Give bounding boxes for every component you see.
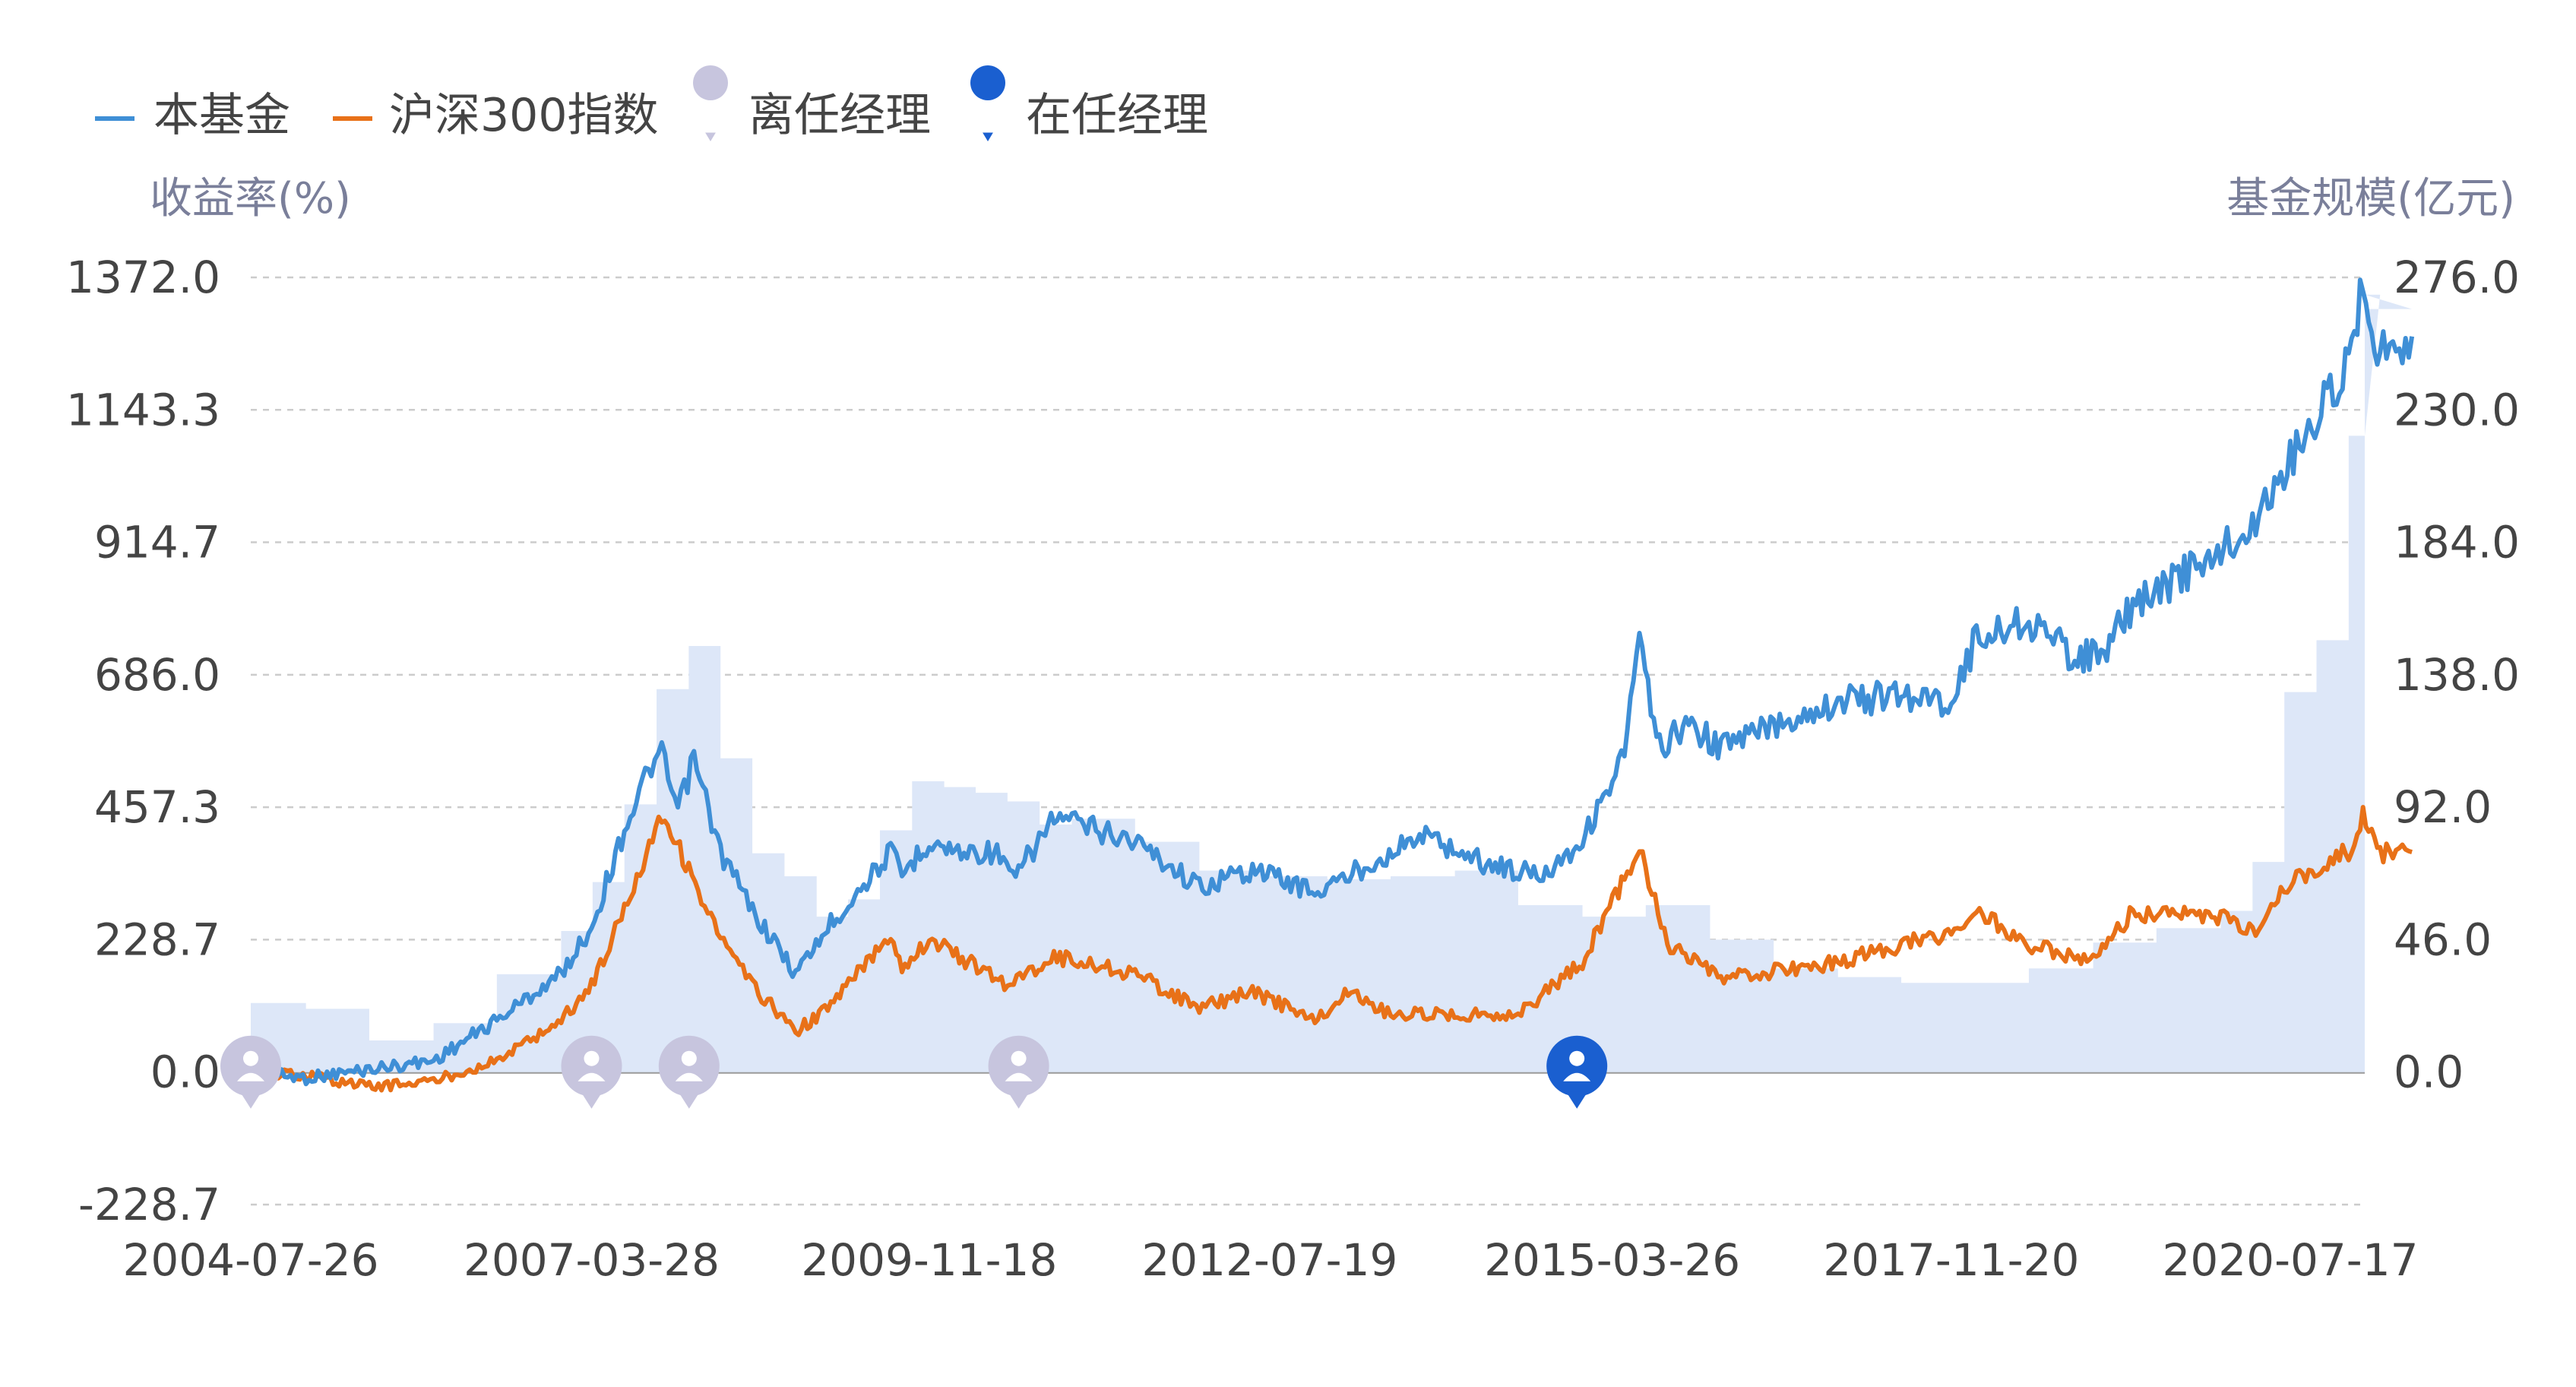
x-tick-label: 2009-11-18 <box>801 1234 1057 1286</box>
index-line <box>248 805 2413 1093</box>
former-manager-marker[interactable] <box>561 1035 622 1109</box>
legend-item-current-manager[interactable]: 在任经理 <box>970 65 1208 142</box>
left-tick-label: 1372.0 <box>66 252 220 303</box>
former-manager-marker[interactable] <box>658 1035 720 1109</box>
legend-label-index: 沪深300指数 <box>389 89 659 142</box>
left-axis-title: 收益率(%) <box>150 174 351 223</box>
legend-label-current-manager: 在任经理 <box>1026 89 1208 142</box>
x-tick-label: 2017-11-20 <box>1823 1234 2079 1286</box>
fund-scale-area-path <box>251 294 2413 1072</box>
left-tick-label: 228.7 <box>94 914 220 965</box>
right-tick-label: 46.0 <box>2394 914 2492 965</box>
fund-scale-area <box>251 294 2413 1072</box>
right-tick-label: 138.0 <box>2394 649 2520 701</box>
left-tick-label: 686.0 <box>94 649 220 701</box>
left-tick-label: -228.7 <box>78 1179 220 1230</box>
left-tick-label: 1143.3 <box>66 384 220 435</box>
legend-item-fund[interactable]: 本基金 <box>95 89 290 142</box>
right-axis-ticks: 276.0 230.0 184.0 138.0 92.0 46.0 0.0 <box>2394 252 2520 1098</box>
current-manager-icon <box>970 65 1006 142</box>
legend-swatch-fund <box>95 116 134 121</box>
right-tick-label: 276.0 <box>2394 252 2520 303</box>
right-tick-label: 92.0 <box>2394 781 2492 833</box>
right-tick-label: 0.0 <box>2394 1047 2464 1098</box>
left-axis-ticks: 1372.0 1143.3 914.7 686.0 457.3 228.7 0.0 -228.… <box>66 252 220 1230</box>
right-tick-label: 230.0 <box>2394 384 2520 435</box>
x-tick-label: 2007-03-28 <box>464 1234 720 1286</box>
right-tick-label: 184.0 <box>2394 517 2520 568</box>
legend-swatch-index <box>333 116 372 121</box>
x-tick-label: 2020-07-17 <box>2162 1234 2418 1286</box>
legend-label-former-manager: 离任经理 <box>748 89 931 142</box>
fund-line <box>248 277 2415 1087</box>
former-manager-marker[interactable] <box>988 1035 1049 1109</box>
legend-item-index[interactable]: 沪深300指数 <box>333 89 659 142</box>
right-axis-title: 基金规模(亿元) <box>2226 174 2515 223</box>
current-manager-marker[interactable] <box>1546 1035 1608 1109</box>
former-manager-marker[interactable] <box>220 1035 281 1109</box>
x-tick-label: 2015-03-26 <box>1484 1234 1740 1286</box>
x-tick-label: 2012-07-19 <box>1141 1234 1397 1286</box>
legend-label-fund: 本基金 <box>153 89 290 142</box>
series-lines <box>248 277 2415 1093</box>
manager-markers <box>220 1035 1608 1109</box>
left-tick-label: 0.0 <box>150 1047 220 1098</box>
legend-item-former-manager[interactable]: 离任经理 <box>693 65 931 142</box>
legend: 本基金 沪深300指数 离任经理 在任经理 <box>95 65 1208 142</box>
left-tick-label: 914.7 <box>94 517 220 568</box>
former-manager-icon <box>693 65 729 142</box>
x-axis-ticks: 2004-07-26 2007-03-28 2009-11-18 2012-07-19… <box>122 1234 2418 1286</box>
left-tick-label: 457.3 <box>94 781 220 833</box>
x-tick-label: 2004-07-26 <box>122 1234 378 1286</box>
